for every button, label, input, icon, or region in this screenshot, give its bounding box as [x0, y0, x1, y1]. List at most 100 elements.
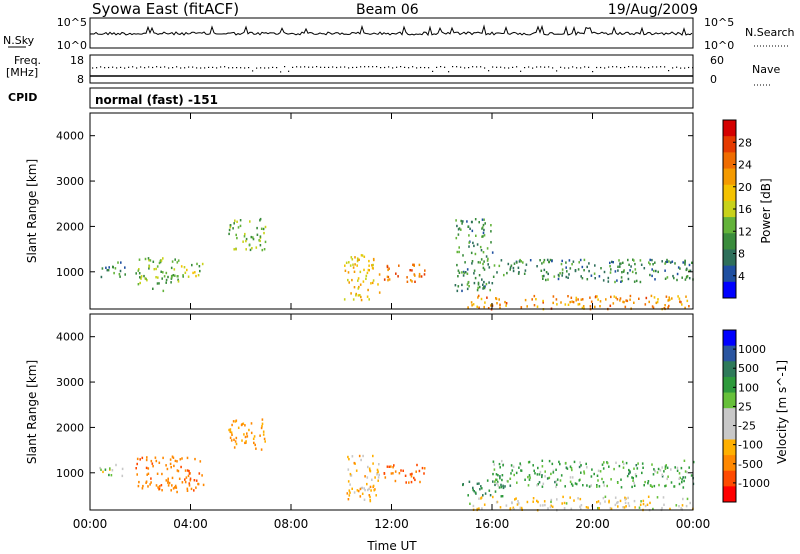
echo-cell — [471, 304, 473, 307]
echo-cell — [355, 292, 357, 296]
echo-cell — [495, 478, 498, 481]
echo-cell — [475, 234, 477, 237]
echo-cell — [608, 501, 610, 504]
nave-dot — [316, 66, 318, 68]
nsky-label: N.Sky — [3, 34, 35, 47]
echo-cell — [652, 473, 655, 476]
nave-dot — [512, 66, 514, 68]
echo-cell — [569, 267, 572, 270]
echo-cell — [626, 299, 629, 303]
nave-dot — [324, 66, 326, 68]
echo-cell — [608, 499, 610, 503]
echo-cell — [349, 483, 351, 486]
nave-dot — [356, 66, 358, 68]
echo-cell — [688, 305, 690, 308]
echo-cell — [629, 298, 631, 301]
echo-cell — [261, 425, 263, 428]
echo-cell — [604, 500, 606, 503]
echo-cell — [689, 501, 691, 505]
echo-cell — [186, 268, 188, 272]
echo-cell — [367, 288, 369, 292]
echo-cell — [235, 436, 238, 440]
echo-cell — [180, 465, 182, 469]
echo-cell — [464, 271, 467, 274]
echo-cell — [234, 420, 237, 423]
echo-cell — [586, 466, 588, 469]
echo-cell — [665, 464, 667, 467]
nave-dot — [372, 66, 374, 68]
echo-cell — [625, 461, 628, 465]
echo-cell — [651, 268, 653, 271]
echo-cell — [481, 487, 483, 490]
nave-dot — [548, 66, 550, 68]
echo-cell — [356, 257, 359, 260]
nave-dot — [556, 70, 558, 72]
date-label: 19/Aug/2009 — [608, 2, 698, 18]
echo-cell — [145, 466, 148, 470]
echo-cell — [229, 224, 232, 227]
echo-cell — [621, 279, 623, 283]
echo-cell — [688, 269, 690, 272]
colorbar-segment — [723, 217, 736, 234]
echo-cell — [634, 506, 636, 509]
echo-cell — [371, 264, 373, 267]
nave-dot — [468, 67, 470, 69]
echo-cell — [652, 263, 654, 266]
echo-cell — [672, 274, 674, 278]
echo-cell — [368, 298, 370, 301]
nave-dot — [284, 66, 286, 68]
echo-cell — [577, 497, 579, 500]
echo-cell — [359, 283, 362, 286]
colorbar-segment — [723, 168, 736, 186]
freq-tick-bottom: 8 — [77, 73, 84, 86]
echo-cell — [145, 277, 147, 281]
echo-cell — [551, 505, 554, 508]
echo-cell — [561, 502, 563, 505]
echo-cell — [688, 466, 690, 469]
echo-cell — [498, 264, 501, 268]
echo-cell — [553, 275, 556, 278]
nave-dot — [632, 66, 634, 68]
echo-cell — [120, 261, 122, 264]
nave-dot — [340, 66, 342, 68]
echo-cell — [171, 260, 174, 263]
echo-cell — [682, 476, 684, 479]
echo-cell — [684, 306, 686, 310]
echo-cell — [538, 473, 541, 476]
echo-cell — [363, 255, 366, 258]
echo-cell — [473, 244, 475, 248]
echo-cell — [664, 269, 666, 272]
echo-cell — [242, 422, 245, 425]
echo-cell — [676, 466, 679, 470]
echo-cell — [388, 278, 391, 281]
x-tick-label: 00:00 — [73, 517, 108, 531]
echo-cell — [360, 295, 362, 299]
echo-cell — [516, 503, 519, 506]
nave-dot — [132, 66, 134, 68]
echo-cell — [483, 268, 486, 271]
echo-cell — [685, 504, 688, 508]
echo-cell — [581, 298, 584, 301]
echo-cell — [573, 499, 575, 502]
echo-cell — [666, 466, 669, 469]
nave-dot — [680, 67, 682, 69]
echo-cell — [487, 307, 490, 310]
nave-dot — [660, 66, 662, 68]
echo-cell — [245, 248, 247, 251]
echo-cell — [674, 262, 676, 265]
echo-cell — [478, 306, 480, 309]
echo-cell — [486, 479, 489, 482]
echo-cell — [107, 269, 110, 272]
echo-cell — [480, 249, 483, 252]
echo-cell — [384, 476, 387, 479]
echo-cell — [589, 296, 591, 299]
echo-cell — [480, 485, 482, 488]
echo-cell — [651, 274, 653, 278]
echo-cell — [424, 269, 426, 272]
nave-dot — [416, 67, 418, 69]
echo-cell — [673, 485, 675, 488]
echo-cell — [605, 298, 607, 301]
echo-cell — [378, 473, 380, 477]
echo-cell — [262, 227, 265, 231]
echo-cell — [523, 272, 526, 275]
